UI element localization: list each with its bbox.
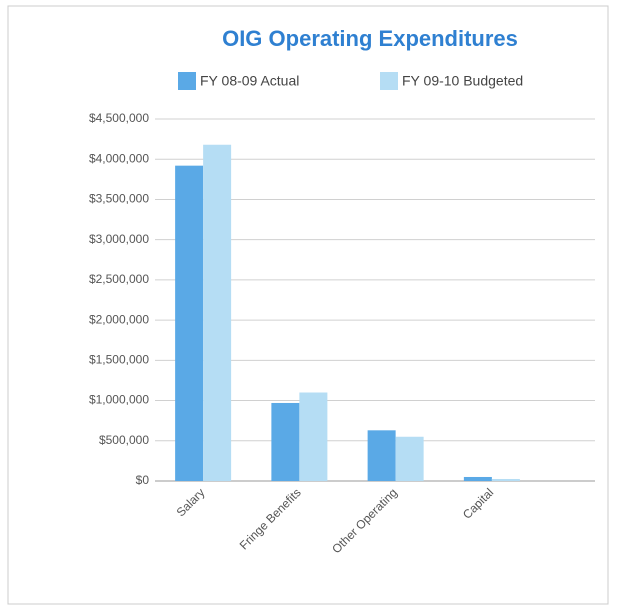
bar	[271, 402, 300, 481]
bar	[491, 478, 520, 481]
legend-label: FY 08-09 Actual	[200, 73, 299, 89]
legend-swatch	[380, 72, 398, 90]
y-tick-label: $4,000,000	[89, 151, 149, 165]
y-tick-label: $0	[136, 473, 150, 487]
legend-swatch	[178, 72, 196, 90]
legend-label: FY 09-10 Budgeted	[402, 73, 523, 89]
bar	[203, 144, 232, 481]
y-tick-label: $2,000,000	[89, 312, 149, 326]
bar	[395, 436, 424, 481]
y-tick-label: $1,000,000	[89, 393, 149, 407]
bar	[299, 392, 328, 481]
chart-frame	[7, 5, 609, 605]
y-tick-label: $500,000	[99, 433, 149, 447]
bar	[463, 476, 492, 481]
y-tick-label: $4,500,000	[89, 111, 149, 125]
bar	[367, 430, 396, 481]
y-tick-label: $2,500,000	[89, 272, 149, 286]
chart-title: OIG Operating Expenditures	[222, 26, 518, 51]
bar	[175, 165, 204, 481]
y-tick-label: $3,500,000	[89, 192, 149, 206]
y-tick-label: $3,000,000	[89, 232, 149, 246]
y-tick-label: $1,500,000	[89, 353, 149, 367]
